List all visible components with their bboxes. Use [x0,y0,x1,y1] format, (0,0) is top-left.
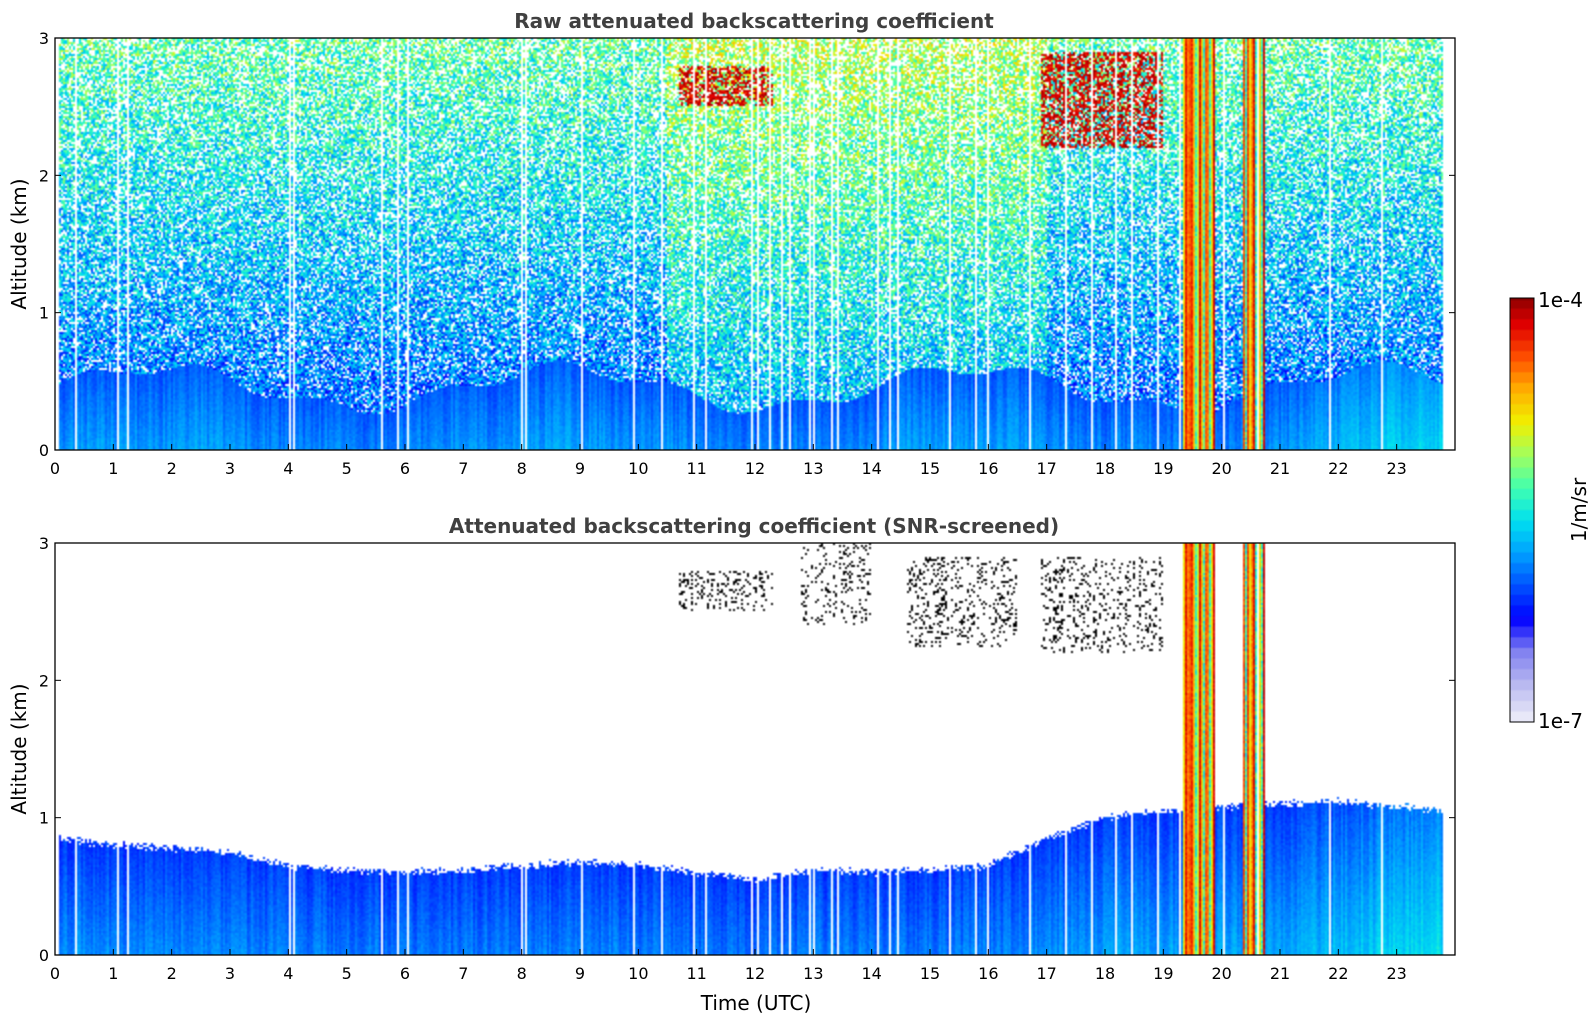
x-tick-label: 21 [1270,459,1290,478]
x-tick-label: 18 [1095,459,1115,478]
x-tick-label: 18 [1095,964,1115,983]
x-tick-label: 0 [50,459,60,478]
x-tick-label: 5 [342,459,352,478]
x-tick-label: 10 [628,964,648,983]
x-tick-label: 1 [108,459,118,478]
y-tick-label: 3 [39,29,49,48]
x-tick-label: 9 [575,459,585,478]
x-tick-label: 22 [1328,459,1348,478]
y-tick-label: 3 [39,534,49,553]
colorbar-frame [1509,297,1535,723]
x-tick-label: 4 [283,964,293,983]
y-tick-label: 2 [39,166,49,185]
colorbar: 1e-4 1e-7 1/m/sr [1509,288,1591,733]
y-tick-label: 0 [39,946,49,965]
x-tick-label: 19 [1153,459,1173,478]
x-tick-label: 6 [400,964,410,983]
x-tick-label: 10 [628,459,648,478]
x-tick-label: 20 [1211,964,1231,983]
panel-screened-heatmap [55,543,1455,955]
x-tick-label: 19 [1153,964,1173,983]
x-tick-label: 14 [861,964,881,983]
panel-screened-xlabel: Time (UTC) [700,991,812,1015]
y-tick-label: 1 [39,809,49,828]
panel-screened-title: Attenuated backscattering coefficient (S… [449,514,1059,538]
x-tick-label: 5 [342,964,352,983]
x-tick-label: 4 [283,459,293,478]
x-tick-label: 23 [1386,964,1406,983]
x-tick-label: 2 [167,459,177,478]
panel-raw-ticks: 0 1 2 3 4 5 6 7 8 9 10 11 12 13 14 15 16 17 18 19 20 21 22 2301… [39,29,1455,478]
x-tick-label: 6 [400,459,410,478]
x-tick-label: 21 [1270,964,1290,983]
x-tick-label: 16 [978,459,998,478]
panel-screened-ylabel: Altitude (km) [7,683,31,814]
x-tick-label: 11 [686,459,706,478]
colorbar-max-label: 1e-4 [1538,288,1583,312]
x-tick-label: 20 [1211,459,1231,478]
y-tick-label: 0 [39,441,49,460]
x-tick-label: 13 [803,459,823,478]
x-tick-label: 0 [50,964,60,983]
y-tick-label: 2 [39,671,49,690]
colorbar-min-label: 1e-7 [1538,709,1583,733]
x-tick-label: 2 [167,964,177,983]
x-tick-label: 8 [517,459,527,478]
x-tick-label: 3 [225,459,235,478]
x-tick-label: 23 [1386,459,1406,478]
x-tick-label: 13 [803,964,823,983]
colorbar-gradient [1510,298,1534,722]
x-tick-label: 17 [1036,964,1056,983]
x-tick-label: 11 [686,964,706,983]
x-tick-label: 8 [517,964,527,983]
colorbar-label: 1/m/sr [1567,477,1591,542]
panel-raw: Raw attenuated backscattering coefficien… [7,9,1456,478]
panel-screened: Attenuated backscattering coefficient (S… [7,514,1456,1015]
x-tick-label: 15 [920,964,940,983]
x-tick-label: 7 [458,964,468,983]
panel-screened-ticks: 0 1 2 3 4 5 6 7 8 9 10 11 12 13 14 15 16 17 18 19 20 21 22 2301… [39,534,1455,983]
x-tick-label: 16 [978,964,998,983]
x-tick-label: 1 [108,964,118,983]
panel-raw-ylabel: Altitude (km) [7,178,31,309]
x-tick-label: 9 [575,964,585,983]
x-tick-label: 22 [1328,964,1348,983]
x-tick-label: 12 [745,459,765,478]
x-tick-label: 15 [920,459,940,478]
x-tick-label: 12 [745,964,765,983]
x-tick-label: 14 [861,459,881,478]
panel-raw-heatmap [55,38,1455,450]
x-tick-label: 3 [225,964,235,983]
y-tick-label: 1 [39,304,49,323]
panel-raw-title: Raw attenuated backscattering coefficien… [514,9,994,33]
x-tick-label: 7 [458,459,468,478]
x-tick-label: 17 [1036,459,1056,478]
